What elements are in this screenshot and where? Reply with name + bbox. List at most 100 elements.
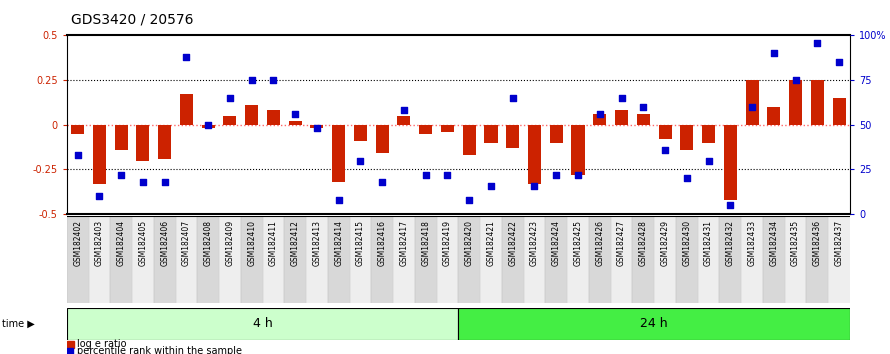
Bar (419, 125, 433, 134)
Bar (158, 125, 171, 159)
Text: GDS3420 / 20576: GDS3420 / 20576 (71, 12, 194, 27)
Point (179, 54, 193, 60)
Point (158, 179, 172, 185)
Bar (829, 216, 850, 303)
Bar (789, 80, 802, 125)
Text: GSM182412: GSM182412 (291, 220, 300, 266)
Text: GSM182425: GSM182425 (573, 220, 583, 266)
Text: GSM182427: GSM182427 (617, 220, 626, 266)
Bar (328, 216, 350, 303)
Point (636, 104, 651, 110)
Bar (763, 216, 785, 303)
Bar (67, 308, 458, 340)
Point (484, 183, 498, 188)
Text: GSM182411: GSM182411 (269, 220, 278, 266)
Bar (571, 125, 585, 175)
Bar (93, 125, 106, 184)
Bar (550, 125, 562, 143)
Text: GSM182426: GSM182426 (595, 220, 604, 266)
Point (724, 202, 738, 208)
Bar (136, 125, 150, 161)
Bar (680, 125, 693, 150)
Bar (785, 216, 806, 303)
Bar (724, 125, 737, 200)
Bar (132, 216, 154, 303)
Text: GSM182414: GSM182414 (334, 220, 344, 266)
Bar (415, 216, 437, 303)
Text: GSM182413: GSM182413 (312, 220, 321, 266)
Bar (219, 216, 241, 303)
Bar (659, 125, 672, 139)
Bar (67, 216, 88, 303)
Bar (654, 216, 676, 303)
Bar (546, 216, 567, 303)
Point (766, 50, 781, 56)
Text: GSM182421: GSM182421 (487, 220, 496, 266)
Point (201, 122, 215, 127)
Bar (523, 216, 546, 303)
Text: GSM182408: GSM182408 (204, 220, 213, 266)
Text: percentile rank within the sample: percentile rank within the sample (77, 346, 242, 354)
Point (397, 108, 411, 113)
Bar (698, 216, 719, 303)
Bar (746, 80, 758, 125)
Bar (506, 125, 519, 148)
Point (614, 95, 628, 101)
Point (310, 126, 324, 131)
Text: GSM182407: GSM182407 (182, 220, 191, 267)
Bar (633, 216, 654, 303)
Point (810, 40, 824, 45)
Bar (393, 216, 415, 303)
Bar (110, 216, 132, 303)
Text: GSM182409: GSM182409 (225, 220, 234, 267)
Bar (480, 216, 502, 303)
Point (288, 111, 303, 117)
Bar (811, 80, 824, 125)
Bar (223, 116, 237, 125)
Bar (263, 216, 284, 303)
Bar (636, 114, 650, 125)
Bar (832, 98, 846, 125)
Bar (767, 107, 781, 125)
Bar (245, 105, 258, 125)
Text: GSM182422: GSM182422 (508, 220, 517, 266)
Point (441, 172, 455, 178)
Bar (376, 125, 389, 153)
Text: GSM182428: GSM182428 (639, 220, 648, 266)
Point (70, 152, 85, 158)
Point (245, 77, 259, 83)
Point (593, 111, 607, 117)
Point (332, 197, 346, 203)
Point (266, 77, 280, 83)
Text: log e ratio: log e ratio (77, 339, 126, 349)
Bar (594, 114, 606, 125)
Bar (567, 216, 589, 303)
Text: GSM182423: GSM182423 (530, 220, 539, 266)
Bar (484, 125, 498, 143)
Bar (676, 216, 698, 303)
Point (549, 172, 563, 178)
Text: GSM182417: GSM182417 (400, 220, 409, 266)
Bar (267, 110, 280, 125)
Bar (288, 121, 302, 125)
Point (570, 172, 585, 178)
Bar (175, 216, 198, 303)
Bar (354, 125, 367, 141)
Text: GSM182434: GSM182434 (769, 220, 779, 267)
Bar (332, 125, 345, 182)
Text: GSM182429: GSM182429 (660, 220, 669, 266)
Bar (463, 125, 476, 155)
Text: GSM182416: GSM182416 (377, 220, 387, 266)
Point (789, 77, 803, 83)
Text: GSM182415: GSM182415 (356, 220, 365, 266)
Bar (702, 125, 715, 143)
Bar (611, 216, 633, 303)
Text: GSM182431: GSM182431 (704, 220, 713, 266)
Bar (306, 216, 328, 303)
Text: GSM182419: GSM182419 (443, 220, 452, 266)
Text: GSM182432: GSM182432 (725, 220, 735, 266)
Bar (241, 216, 263, 303)
Bar (371, 216, 393, 303)
Text: GSM182418: GSM182418 (421, 220, 430, 266)
Text: time ▶: time ▶ (2, 319, 35, 329)
